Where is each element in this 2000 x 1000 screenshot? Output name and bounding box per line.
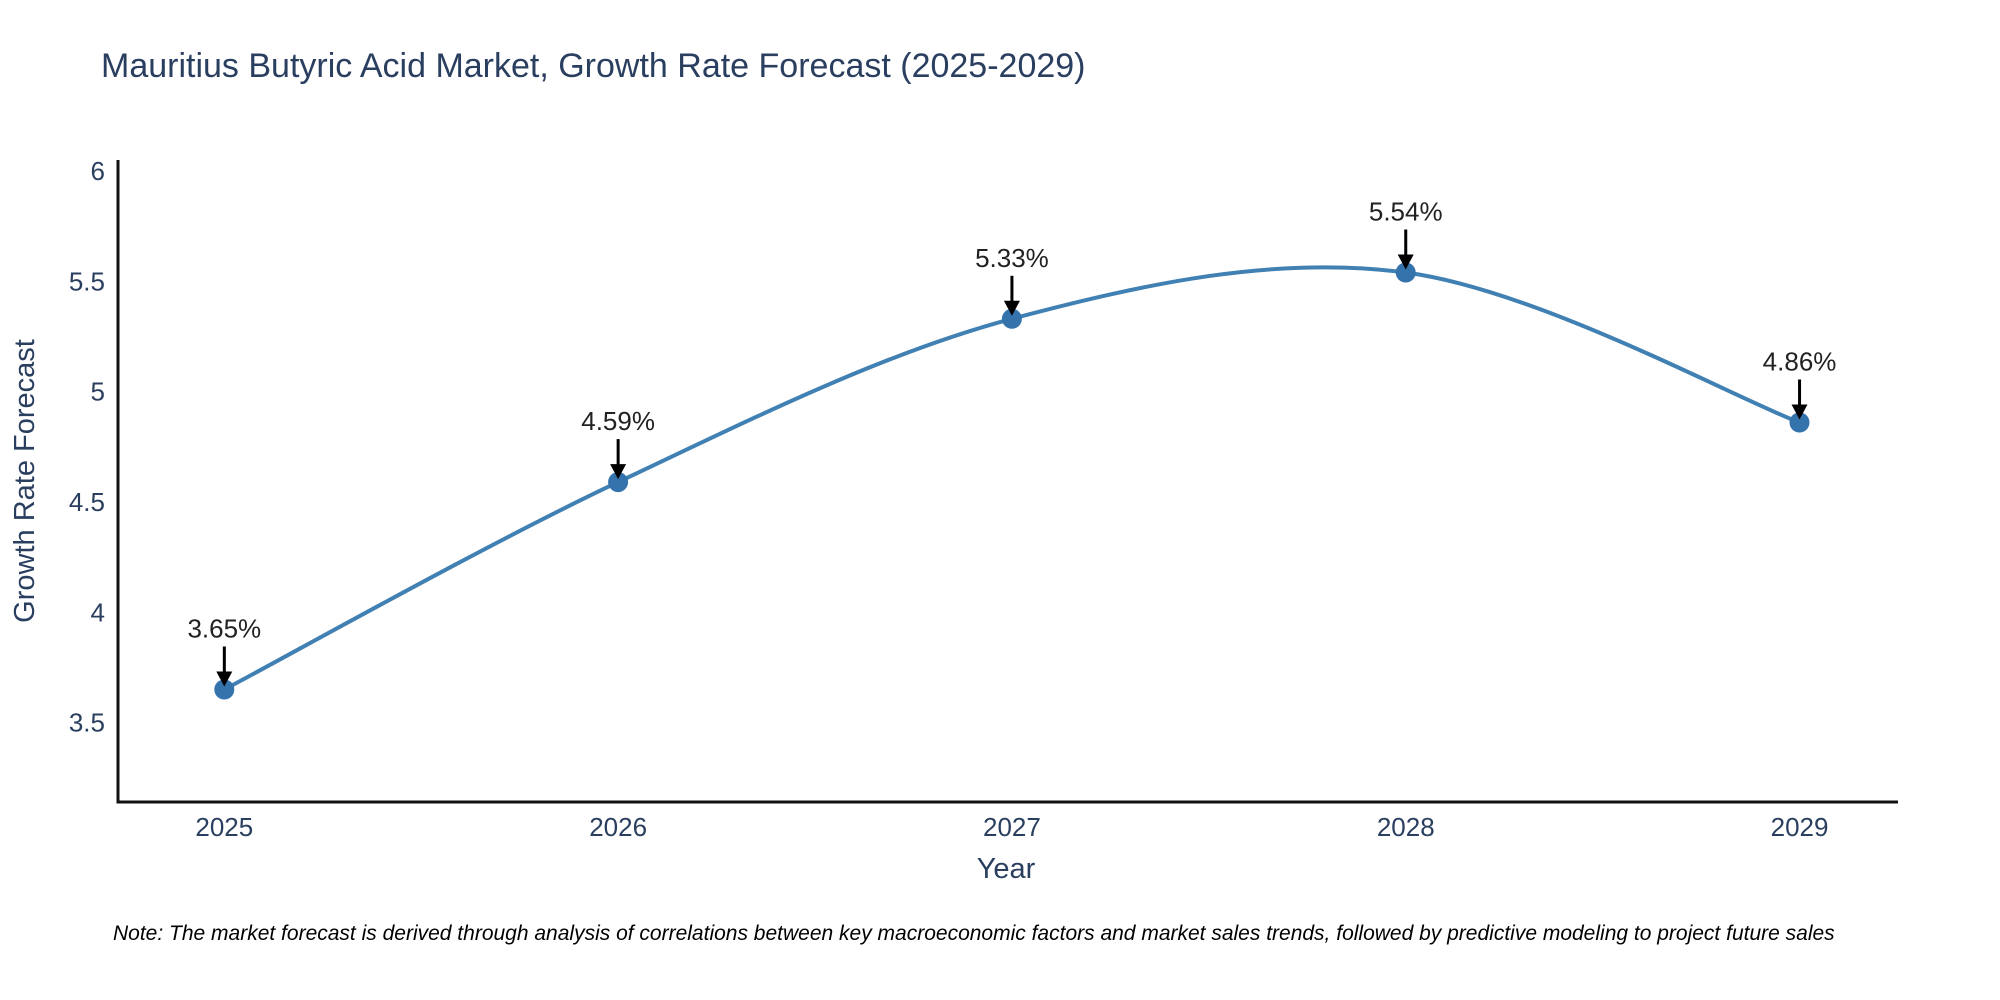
data-point-label: 3.65% — [187, 614, 261, 644]
data-point-annotation: 5.54% — [1369, 197, 1443, 270]
annotation-arrowhead-icon — [1791, 404, 1808, 420]
data-point-marker — [1395, 262, 1416, 283]
data-point-label: 5.33% — [975, 243, 1049, 273]
x-tick-label: 2029 — [1771, 812, 1829, 842]
annotation-arrowhead-icon — [1397, 254, 1414, 270]
data-point-marker — [1789, 412, 1810, 433]
data-point-annotation: 4.86% — [1763, 347, 1837, 420]
y-tick-label: 4 — [91, 597, 105, 627]
footnote: Note: The market forecast is derived thr… — [113, 922, 1835, 945]
y-tick-label: 5.5 — [69, 266, 105, 296]
data-point-annotations: 3.65% 4.59% 5.33% 5.54% 4.86% — [187, 197, 1836, 687]
data-point-markers — [214, 262, 1810, 700]
y-tick-label: 4.5 — [69, 487, 105, 517]
x-axis-title: Year — [977, 853, 1036, 885]
data-point-label: 4.86% — [1763, 347, 1837, 377]
data-point-annotation: 5.33% — [975, 243, 1049, 316]
data-point-annotation: 4.59% — [581, 406, 655, 480]
annotation-arrowhead-icon — [216, 671, 233, 687]
data-point-marker — [608, 472, 629, 493]
x-tick-label: 2028 — [1377, 812, 1435, 842]
x-tick-label: 2027 — [983, 812, 1041, 842]
series-line — [222, 265, 1802, 692]
data-point-label: 4.59% — [581, 406, 655, 436]
x-axis-ticks: 2025 2026 2027 2028 2029 — [195, 812, 1828, 842]
y-tick-label: 6 — [91, 156, 105, 186]
data-point-marker — [214, 679, 235, 700]
annotation-arrowhead-icon — [610, 464, 627, 480]
annotation-arrowhead-icon — [1003, 300, 1020, 316]
x-tick-label: 2025 — [195, 812, 253, 842]
chart-title: Mauritius Butyric Acid Market, Growth Ra… — [101, 47, 1086, 85]
axes — [116, 160, 1898, 804]
data-point-marker — [1001, 308, 1022, 329]
y-tick-label: 5 — [91, 377, 105, 407]
data-point-annotation: 3.65% — [187, 614, 261, 687]
x-tick-label: 2026 — [589, 812, 647, 842]
data-point-label: 5.54% — [1369, 197, 1443, 227]
y-tick-label: 3.5 — [69, 708, 105, 738]
y-axis-title: Growth Rate Forecast — [9, 339, 41, 623]
y-axis-ticks: 3.5 4 4.5 5 5.5 6 — [69, 156, 105, 738]
